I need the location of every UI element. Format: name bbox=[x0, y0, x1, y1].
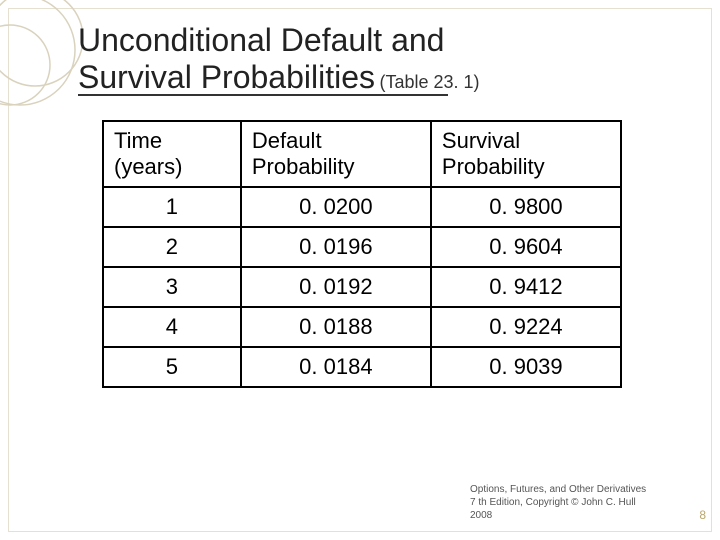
col-header-survival: Survival Probability bbox=[431, 121, 621, 188]
col-header-survival-l1: Survival bbox=[442, 128, 520, 153]
table-row: 1 0. 0200 0. 9800 bbox=[103, 187, 621, 227]
col-header-time: Time (years) bbox=[103, 121, 241, 188]
page-number: 8 bbox=[699, 508, 706, 522]
col-header-default-l1: Default bbox=[252, 128, 322, 153]
cell-default: 0. 0192 bbox=[241, 267, 431, 307]
title-subtitle: (Table 23. 1) bbox=[379, 72, 479, 92]
footer-line-3: 2008 bbox=[470, 509, 680, 522]
cell-time: 5 bbox=[103, 347, 241, 387]
cell-time: 4 bbox=[103, 307, 241, 347]
table-header-row: Time (years) Default Probability Surviva… bbox=[103, 121, 621, 188]
cell-survival: 0. 9224 bbox=[431, 307, 621, 347]
footer-line-1: Options, Futures, and Other Derivatives bbox=[470, 483, 680, 496]
table-row: 3 0. 0192 0. 9412 bbox=[103, 267, 621, 307]
table-row: 5 0. 0184 0. 9039 bbox=[103, 347, 621, 387]
cell-survival: 0. 9039 bbox=[431, 347, 621, 387]
col-header-time-l2: (years) bbox=[114, 154, 182, 179]
cell-time: 1 bbox=[103, 187, 241, 227]
cell-survival: 0. 9800 bbox=[431, 187, 621, 227]
footer-line-2: 7 th Edition, Copyright © John C. Hull bbox=[470, 496, 680, 509]
col-header-default-l2: Probability bbox=[252, 154, 355, 179]
title-line-1: Unconditional Default and bbox=[78, 22, 672, 59]
col-header-survival-l2: Probability bbox=[442, 154, 545, 179]
cell-default: 0. 0200 bbox=[241, 187, 431, 227]
col-header-time-l1: Time bbox=[114, 128, 162, 153]
cell-default: 0. 0196 bbox=[241, 227, 431, 267]
cell-time: 2 bbox=[103, 227, 241, 267]
footer-citation: Options, Futures, and Other Derivatives … bbox=[470, 483, 680, 522]
table-row: 4 0. 0188 0. 9224 bbox=[103, 307, 621, 347]
table-body: 1 0. 0200 0. 9800 2 0. 0196 0. 9604 3 0.… bbox=[103, 187, 621, 387]
slide-title-block: Unconditional Default and Survival Proba… bbox=[78, 22, 672, 96]
cell-default: 0. 0188 bbox=[241, 307, 431, 347]
cell-survival: 0. 9412 bbox=[431, 267, 621, 307]
col-header-default: Default Probability bbox=[241, 121, 431, 188]
table-row: 2 0. 0196 0. 9604 bbox=[103, 227, 621, 267]
cell-survival: 0. 9604 bbox=[431, 227, 621, 267]
title-line-2: Survival Probabilities bbox=[78, 59, 375, 96]
probabilities-table: Time (years) Default Probability Surviva… bbox=[102, 120, 622, 389]
cell-default: 0. 0184 bbox=[241, 347, 431, 387]
cell-time: 3 bbox=[103, 267, 241, 307]
